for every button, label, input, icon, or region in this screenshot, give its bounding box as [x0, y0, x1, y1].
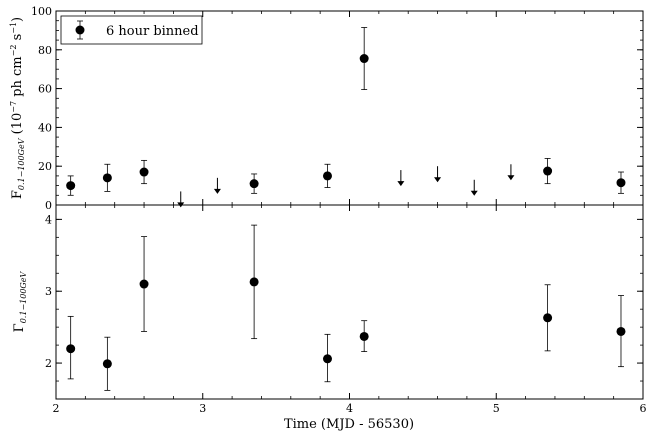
flux-data-point — [359, 27, 369, 90]
x-axis-label: Time (MJD - 56530) — [284, 417, 414, 432]
x-tick-label: 2 — [53, 402, 60, 415]
flux-data-point — [322, 163, 332, 188]
index-y-ticks: 2 3 4 — [45, 213, 643, 400]
flux-y-tick-label: 0 — [45, 199, 52, 212]
legend-label: 6 hour binned — [106, 24, 199, 39]
flux-upper-limit-head — [507, 175, 515, 181]
index-x-ticks — [55, 205, 644, 399]
index-data-points — [66, 224, 626, 391]
x-tick-label: 4 — [346, 402, 353, 415]
x-tick-label: 6 — [640, 402, 647, 415]
index-marker — [616, 326, 626, 336]
index-marker — [139, 279, 149, 289]
flux-upper-limit-arrow — [470, 179, 478, 196]
flux-marker — [249, 179, 259, 189]
flux-y-tick-label: 20 — [38, 160, 52, 173]
flux-marker — [66, 181, 76, 191]
index-data-point — [139, 236, 149, 332]
flux-marker — [616, 178, 626, 188]
index-ylabel-sub: 0.1−100GeV — [19, 270, 28, 323]
index-data-point — [359, 320, 369, 352]
flux-y-tick-label: 60 — [38, 83, 52, 96]
index-y-tick-label: 3 — [45, 285, 52, 298]
index-data-point — [102, 336, 112, 391]
legend: 6 hour binned — [60, 15, 203, 45]
flux-marker — [543, 166, 553, 176]
flux-ylabel-exp1: −7 — [9, 101, 18, 113]
flux-marker — [322, 171, 332, 181]
index-y-tick-label: 4 — [45, 213, 52, 226]
flux-upper-limit-head — [213, 188, 221, 194]
flux-y-tick-label: 40 — [38, 121, 52, 134]
flux-ylabel-mid: ph cm — [10, 56, 25, 101]
flux-y-tick-label: 100 — [31, 5, 52, 18]
flux-data-point — [249, 173, 259, 194]
flux-y-tick-label: 80 — [38, 44, 52, 57]
flux-ylabel-main: F — [10, 190, 25, 199]
flux-data-point — [139, 159, 149, 185]
flux-ylabel-unit: (10 — [10, 113, 25, 139]
legend-marker — [75, 25, 85, 35]
index-y-tick-label: 2 — [45, 357, 52, 370]
flux-data-point — [102, 163, 112, 192]
index-y-axis-label: Γ0.1−100GeV — [12, 270, 28, 332]
flux-panel: 0 20 40 60 80 100 6 hour binned F0.1−100GeV (… — [9, 5, 644, 212]
flux-upper-limit-arrow — [397, 170, 405, 187]
index-data-point — [543, 284, 553, 352]
flux-marker — [139, 167, 149, 177]
index-data-point — [66, 315, 76, 380]
flux-ylabel-close: ) — [10, 17, 25, 22]
flux-marker — [359, 54, 369, 64]
flux-upper-limit-head — [397, 181, 405, 187]
flux-upper-limit-arrow — [213, 177, 221, 194]
flux-ylabel-exp2: −2 — [9, 45, 18, 57]
index-data-point — [616, 295, 626, 368]
x-tick-label: 5 — [493, 402, 500, 415]
index-marker — [322, 354, 332, 364]
index-panel: 2 3 4 Γ0.1−100GeV — [12, 204, 644, 400]
flux-upper-limit-arrow — [507, 164, 515, 181]
index-ylabel-main: Γ — [12, 323, 27, 332]
index-marker — [359, 331, 369, 341]
flux-data-point — [66, 175, 76, 196]
index-marker — [66, 344, 76, 354]
x-tick-label: 3 — [199, 402, 206, 415]
flux-upper-limit-arrow — [434, 166, 442, 183]
index-marker — [543, 313, 553, 323]
flux-ylabel-exp3: −1 — [9, 22, 18, 34]
index-data-point — [322, 333, 332, 383]
index-marker — [249, 277, 259, 287]
flux-data-point — [543, 158, 553, 185]
x-tick-labels: 2 3 4 5 6 — [53, 402, 647, 415]
flux-upper-limit-head — [470, 190, 478, 196]
flux-marker — [102, 173, 112, 183]
flux-ylabel-s: s — [10, 34, 25, 45]
index-marker — [102, 359, 112, 369]
flux-ylabel-sub: 0.1−100GeV — [17, 137, 26, 190]
flux-data-point — [616, 171, 626, 194]
flux-upper-limit-head — [434, 177, 442, 183]
flux-y-axis-label: F0.1−100GeV (10−7 ph cm−2 s−1) — [9, 17, 26, 199]
index-data-point — [249, 224, 259, 340]
flux-data-points — [66, 27, 626, 208]
